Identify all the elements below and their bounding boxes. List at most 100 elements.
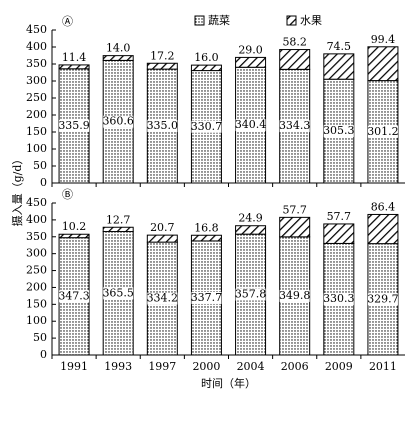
- bar-segment: [235, 225, 267, 235]
- y-tick-label: 100: [26, 142, 47, 155]
- y-tick-label: 250: [26, 91, 47, 104]
- x-tick-label: 2004: [237, 360, 265, 373]
- bar-segment: [367, 213, 399, 245]
- x-tick-label: 1993: [104, 360, 132, 373]
- y-tick-label: 400: [26, 40, 47, 53]
- panel-label: Ⓑ: [62, 188, 73, 201]
- bar-segment: [323, 223, 355, 244]
- bar-segment: [279, 49, 311, 70]
- x-axis-label: 时间（年）: [201, 376, 256, 390]
- value-label: 329.7: [367, 292, 399, 305]
- value-label: 16.8: [194, 221, 219, 234]
- value-label: 349.8: [279, 289, 311, 302]
- y-tick-label: 400: [26, 213, 47, 226]
- y-tick-label: 0: [40, 176, 47, 189]
- label-bg: [59, 119, 90, 132]
- value-label: 58.2: [282, 36, 307, 49]
- y-tick-label: 50: [33, 331, 47, 344]
- x-tick-label: 2000: [192, 360, 220, 373]
- y-tick-label: 200: [26, 108, 47, 121]
- bar-segment: [146, 234, 178, 243]
- bar-segment: [102, 55, 134, 61]
- value-label: 74.5: [327, 40, 352, 53]
- bar-segment: [190, 234, 222, 242]
- value-label: 20.7: [150, 221, 175, 234]
- y-axis-label: 摄入量（g/d）: [10, 154, 24, 227]
- y-tick-label: 50: [33, 159, 47, 172]
- bar-segment: [58, 233, 90, 239]
- y-tick-label: 450: [26, 196, 47, 209]
- label-bg: [367, 293, 398, 306]
- label-bg: [191, 120, 222, 133]
- x-tick-label: 2009: [325, 360, 353, 373]
- value-label: 12.7: [106, 213, 131, 226]
- label-bg: [279, 120, 310, 133]
- x-tick-label: 2011: [369, 360, 397, 373]
- value-label: 57.7: [327, 210, 352, 223]
- value-label: 14.0: [106, 42, 131, 55]
- y-tick-label: 250: [26, 264, 47, 277]
- bar-segment: [323, 53, 355, 80]
- label-bg: [367, 125, 398, 138]
- y-tick-label: 200: [26, 280, 47, 293]
- value-label: 337.7: [191, 291, 223, 304]
- value-label: 17.2: [150, 49, 175, 62]
- legend-swatch: [286, 15, 297, 26]
- y-tick-label: 350: [26, 57, 47, 70]
- value-label: 57.7: [282, 203, 307, 216]
- value-label: 335.9: [58, 119, 90, 132]
- value-label: 347.3: [58, 289, 90, 302]
- bar-segment: [102, 226, 134, 233]
- label-bg: [323, 293, 354, 306]
- y-tick-label: 300: [26, 247, 47, 260]
- legend-label: 蔬菜: [208, 14, 230, 27]
- y-tick-label: 350: [26, 230, 47, 243]
- value-label: 29.0: [238, 43, 263, 56]
- value-label: 365.5: [102, 286, 134, 299]
- x-tick-label: 1991: [60, 360, 88, 373]
- legend-label: 水果: [300, 14, 322, 27]
- bar-segment: [235, 56, 267, 68]
- bar-segment: [146, 62, 178, 70]
- value-label: 301.2: [367, 125, 399, 138]
- y-tick-label: 450: [26, 23, 47, 36]
- value-label: 340.4: [235, 118, 267, 131]
- panel-label: Ⓐ: [62, 15, 73, 28]
- value-label: 24.9: [238, 212, 263, 225]
- value-label: 330.7: [191, 120, 223, 133]
- bar-segment: [279, 216, 311, 238]
- value-label: 11.4: [62, 51, 87, 64]
- label-bg: [103, 287, 134, 300]
- label-bg: [235, 119, 266, 132]
- bar-segment: [190, 64, 222, 72]
- value-label: 357.8: [235, 288, 267, 301]
- label-bg: [235, 288, 266, 301]
- value-label: 10.2: [62, 220, 87, 233]
- value-label: 99.4: [371, 33, 396, 46]
- label-bg: [59, 290, 90, 303]
- label-bg: [191, 291, 222, 304]
- legend-swatch: [194, 15, 205, 26]
- label-bg: [147, 292, 178, 305]
- y-tick-label: 150: [26, 297, 47, 310]
- value-label: 360.6: [102, 115, 134, 128]
- bar-segment: [367, 46, 399, 82]
- bar-segment: [58, 64, 90, 70]
- label-bg: [103, 115, 134, 128]
- value-label: 335.0: [147, 119, 179, 132]
- label-bg: [147, 120, 178, 133]
- value-label: 334.3: [279, 119, 311, 132]
- y-tick-label: 300: [26, 74, 47, 87]
- label-bg: [323, 125, 354, 138]
- y-tick-label: 100: [26, 314, 47, 327]
- value-label: 334.2: [147, 292, 179, 305]
- value-label: 16.0: [194, 51, 219, 64]
- y-tick-label: 150: [26, 125, 47, 138]
- x-tick-label: 1997: [148, 360, 176, 373]
- x-tick-label: 2006: [281, 360, 309, 373]
- y-tick-label: 0: [40, 348, 47, 361]
- value-label: 330.3: [323, 292, 355, 305]
- label-bg: [279, 289, 310, 302]
- value-label: 86.4: [371, 200, 396, 213]
